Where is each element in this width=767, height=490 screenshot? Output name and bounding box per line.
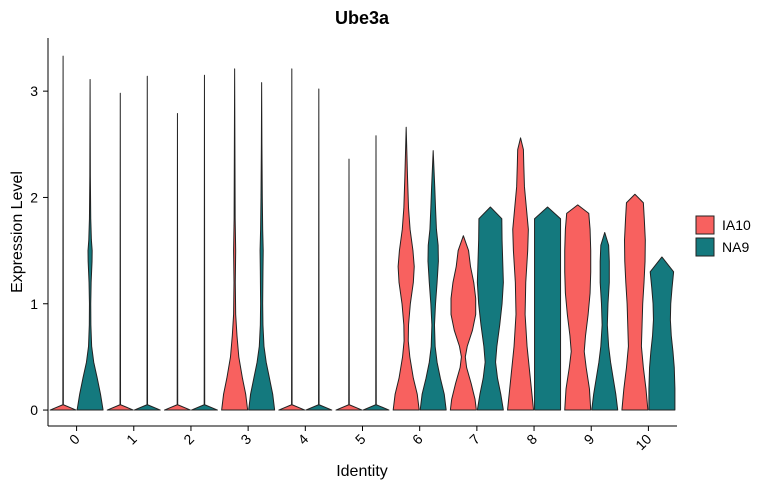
violin-na9-3 <box>248 82 276 411</box>
violin-na9-2 <box>190 74 218 411</box>
y-axis-ticks: 0 1 2 3 <box>30 83 48 418</box>
x-tick-label: 2 <box>180 431 197 448</box>
legend-label-na9: NA9 <box>722 239 749 255</box>
y-tick-label: 1 <box>30 296 38 312</box>
chart-title: Ube3a <box>335 8 390 28</box>
x-axis-label: Identity <box>336 463 388 480</box>
y-tick-label: 3 <box>30 83 38 99</box>
violin-na9-9 <box>591 232 619 411</box>
violin-ia10-8 <box>507 137 535 411</box>
violin-ia10-6 <box>392 126 420 411</box>
violin-ia10-1 <box>106 92 134 411</box>
legend-swatch-na9 <box>695 237 715 257</box>
x-tick-label: 0 <box>66 431 83 448</box>
x-tick-label: 5 <box>352 431 369 448</box>
violin-na9-0 <box>76 78 104 411</box>
violin-na9-8 <box>534 206 562 411</box>
x-tick-label: 1 <box>123 431 140 448</box>
x-axis-ticks: 0 1 2 3 4 5 6 7 8 9 10 <box>66 426 655 453</box>
y-tick-label: 0 <box>30 402 38 418</box>
y-tick-label: 2 <box>30 189 38 205</box>
x-tick-label: 4 <box>295 431 312 448</box>
violin-ia10-10 <box>621 193 649 411</box>
x-tick-label: 9 <box>581 431 598 448</box>
x-tick-label: 8 <box>523 431 540 448</box>
violin-ia10-2 <box>163 112 191 411</box>
violin-na9-4 <box>305 88 333 411</box>
violin-na9-6 <box>419 150 447 411</box>
x-tick-label: 6 <box>409 431 426 448</box>
violin-na9-10 <box>648 256 676 411</box>
violin-na9-1 <box>133 75 161 411</box>
y-axis-label: Expression Level <box>9 171 26 293</box>
x-tick-label: 3 <box>237 431 254 448</box>
x-tick-label: 7 <box>466 431 483 448</box>
violin-ia10-5 <box>335 158 363 411</box>
x-tick-label: 10 <box>632 431 654 453</box>
plot-area <box>49 55 676 411</box>
violin-ia10-3 <box>221 68 249 411</box>
violin-ia10-4 <box>278 68 306 411</box>
violin-na9-7 <box>476 206 504 411</box>
legend-label-ia10: IA10 <box>722 217 751 233</box>
violin-ia10-9 <box>564 204 592 411</box>
violin-ia10-7 <box>449 235 477 411</box>
legend-swatch-ia10 <box>695 215 715 235</box>
violin-ia10-0 <box>49 55 77 411</box>
violin-na9-5 <box>362 135 390 411</box>
legend: IA10 NA9 <box>695 215 751 257</box>
